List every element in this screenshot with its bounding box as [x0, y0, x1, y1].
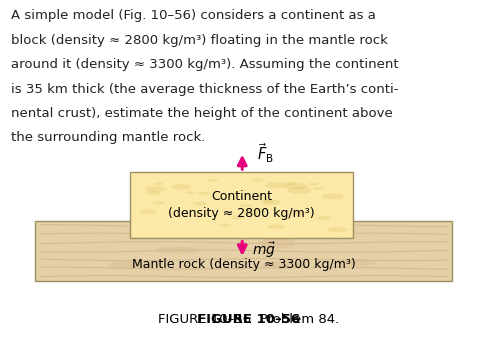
Bar — [130, 172, 353, 238]
Ellipse shape — [110, 260, 146, 269]
Ellipse shape — [265, 182, 287, 188]
Ellipse shape — [308, 183, 319, 186]
Text: FIGURE 10–56: FIGURE 10–56 — [197, 313, 300, 326]
Ellipse shape — [145, 186, 166, 192]
Text: $m\vec{g}$: $m\vec{g}$ — [252, 240, 276, 260]
Ellipse shape — [288, 187, 312, 194]
Ellipse shape — [239, 204, 252, 207]
Ellipse shape — [198, 192, 209, 195]
Ellipse shape — [327, 227, 347, 232]
Ellipse shape — [194, 202, 207, 205]
Ellipse shape — [219, 224, 231, 227]
Ellipse shape — [337, 259, 375, 266]
Ellipse shape — [186, 191, 196, 194]
Text: (density ≈ 2800 kg/m³): (density ≈ 2800 kg/m³) — [168, 207, 314, 220]
Text: A simple model (Fig. 10–56) considers a continent as a: A simple model (Fig. 10–56) considers a … — [11, 9, 376, 22]
Ellipse shape — [146, 191, 160, 195]
Ellipse shape — [268, 224, 285, 229]
Ellipse shape — [291, 212, 304, 216]
Text: nental crust), estimate the height of the continent above: nental crust), estimate the height of th… — [11, 107, 392, 120]
Ellipse shape — [208, 179, 218, 182]
Ellipse shape — [231, 216, 245, 220]
Bar — [35, 221, 452, 281]
Ellipse shape — [264, 199, 274, 203]
Text: FIGURE 10–56  Problem 84.: FIGURE 10–56 Problem 84. — [158, 313, 340, 326]
Text: is 35 km thick (the average thickness of the Earth’s conti-: is 35 km thick (the average thickness of… — [11, 83, 398, 95]
Ellipse shape — [284, 183, 308, 190]
Ellipse shape — [242, 208, 265, 214]
Ellipse shape — [261, 262, 302, 269]
Ellipse shape — [154, 182, 163, 185]
Text: Mantle rock (density ≈ 3300 kg/m³): Mantle rock (density ≈ 3300 kg/m³) — [132, 258, 356, 271]
Text: block (density ≈ 2800 kg/m³) floating in the mantle rock: block (density ≈ 2800 kg/m³) floating in… — [11, 34, 387, 47]
Ellipse shape — [262, 199, 282, 205]
Ellipse shape — [317, 216, 330, 220]
Text: $\vec{F}_{\mathrm{B}}$: $\vec{F}_{\mathrm{B}}$ — [257, 142, 274, 165]
Ellipse shape — [321, 193, 344, 199]
Ellipse shape — [175, 229, 228, 238]
Ellipse shape — [139, 209, 156, 214]
Ellipse shape — [172, 184, 191, 190]
Ellipse shape — [155, 247, 200, 254]
Ellipse shape — [251, 178, 264, 182]
Ellipse shape — [313, 187, 323, 190]
Ellipse shape — [152, 201, 164, 205]
Ellipse shape — [260, 238, 295, 248]
Text: around it (density ≈ 3300 kg/m³). Assuming the continent: around it (density ≈ 3300 kg/m³). Assumi… — [11, 58, 398, 71]
Text: the surrounding mantle rock.: the surrounding mantle rock. — [11, 131, 205, 145]
Text: Continent: Continent — [211, 190, 272, 203]
Ellipse shape — [284, 182, 296, 185]
